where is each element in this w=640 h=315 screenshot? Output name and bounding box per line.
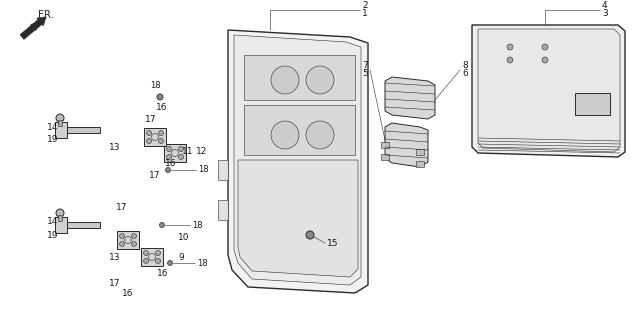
Text: 17: 17 bbox=[116, 203, 128, 211]
Circle shape bbox=[131, 242, 136, 247]
Circle shape bbox=[56, 209, 64, 217]
Circle shape bbox=[159, 222, 164, 227]
Bar bbox=[58, 215, 62, 221]
Text: 16: 16 bbox=[165, 158, 177, 168]
Circle shape bbox=[306, 121, 334, 149]
Circle shape bbox=[166, 168, 170, 173]
Text: 16: 16 bbox=[156, 104, 168, 112]
Text: 16: 16 bbox=[122, 289, 134, 297]
Polygon shape bbox=[385, 123, 428, 167]
Text: 19: 19 bbox=[47, 135, 58, 145]
Circle shape bbox=[168, 261, 173, 266]
Text: 17: 17 bbox=[109, 278, 121, 288]
Polygon shape bbox=[55, 122, 67, 138]
Circle shape bbox=[306, 66, 334, 94]
FancyArrow shape bbox=[20, 17, 46, 39]
Circle shape bbox=[56, 114, 64, 122]
Polygon shape bbox=[244, 105, 355, 155]
Text: 16: 16 bbox=[157, 268, 168, 278]
Circle shape bbox=[166, 154, 172, 159]
Bar bbox=[58, 120, 62, 126]
Text: 9: 9 bbox=[178, 253, 184, 261]
Circle shape bbox=[306, 231, 314, 239]
Bar bbox=[381, 154, 389, 160]
Polygon shape bbox=[244, 55, 355, 100]
Circle shape bbox=[271, 121, 299, 149]
Polygon shape bbox=[472, 25, 625, 157]
Circle shape bbox=[507, 44, 513, 50]
Bar bbox=[416, 149, 424, 155]
Bar bbox=[575, 93, 610, 115]
Text: 14: 14 bbox=[47, 123, 58, 131]
Bar bbox=[416, 161, 424, 167]
Circle shape bbox=[143, 259, 148, 264]
Text: 2: 2 bbox=[362, 2, 367, 10]
Circle shape bbox=[542, 57, 548, 63]
Circle shape bbox=[120, 242, 125, 247]
Text: 17: 17 bbox=[149, 170, 161, 180]
Circle shape bbox=[120, 233, 125, 238]
Text: 13: 13 bbox=[109, 142, 120, 152]
Circle shape bbox=[147, 130, 152, 135]
Text: 15: 15 bbox=[327, 238, 339, 248]
Circle shape bbox=[179, 146, 184, 152]
Text: 19: 19 bbox=[47, 231, 58, 239]
Polygon shape bbox=[55, 217, 67, 233]
Text: 13: 13 bbox=[109, 253, 120, 261]
Circle shape bbox=[159, 139, 163, 144]
Text: 4: 4 bbox=[602, 2, 607, 10]
Text: 6: 6 bbox=[462, 68, 468, 77]
Text: 18: 18 bbox=[150, 81, 160, 89]
Polygon shape bbox=[117, 231, 139, 249]
Circle shape bbox=[156, 250, 161, 255]
Circle shape bbox=[507, 57, 513, 63]
Polygon shape bbox=[385, 77, 435, 119]
Polygon shape bbox=[234, 35, 361, 285]
Text: 14: 14 bbox=[47, 216, 58, 226]
Text: 10: 10 bbox=[178, 232, 189, 242]
Polygon shape bbox=[218, 200, 228, 220]
Text: 18: 18 bbox=[197, 259, 207, 267]
Polygon shape bbox=[141, 248, 163, 266]
Bar bbox=[381, 142, 389, 148]
Text: 8: 8 bbox=[462, 60, 468, 70]
Polygon shape bbox=[164, 144, 186, 162]
Text: 11: 11 bbox=[182, 147, 193, 157]
Circle shape bbox=[157, 94, 163, 100]
Polygon shape bbox=[228, 30, 368, 293]
Circle shape bbox=[159, 130, 163, 135]
Text: 7: 7 bbox=[362, 60, 368, 70]
Circle shape bbox=[143, 250, 148, 255]
Text: 3: 3 bbox=[602, 9, 608, 18]
Text: 12: 12 bbox=[196, 147, 207, 157]
Polygon shape bbox=[238, 160, 358, 277]
Polygon shape bbox=[65, 222, 100, 228]
Text: 5: 5 bbox=[362, 68, 368, 77]
Text: 1: 1 bbox=[362, 9, 368, 18]
Circle shape bbox=[147, 139, 152, 144]
Text: FR.: FR. bbox=[38, 10, 54, 20]
Polygon shape bbox=[144, 128, 166, 146]
Polygon shape bbox=[478, 29, 620, 152]
Circle shape bbox=[156, 259, 161, 264]
Circle shape bbox=[166, 146, 172, 152]
Circle shape bbox=[542, 44, 548, 50]
Text: 18: 18 bbox=[198, 165, 209, 175]
Text: 18: 18 bbox=[192, 220, 203, 230]
Polygon shape bbox=[218, 160, 228, 180]
Polygon shape bbox=[65, 127, 100, 133]
Circle shape bbox=[131, 233, 136, 238]
Circle shape bbox=[271, 66, 299, 94]
Circle shape bbox=[179, 154, 184, 159]
Text: 17: 17 bbox=[145, 116, 157, 124]
